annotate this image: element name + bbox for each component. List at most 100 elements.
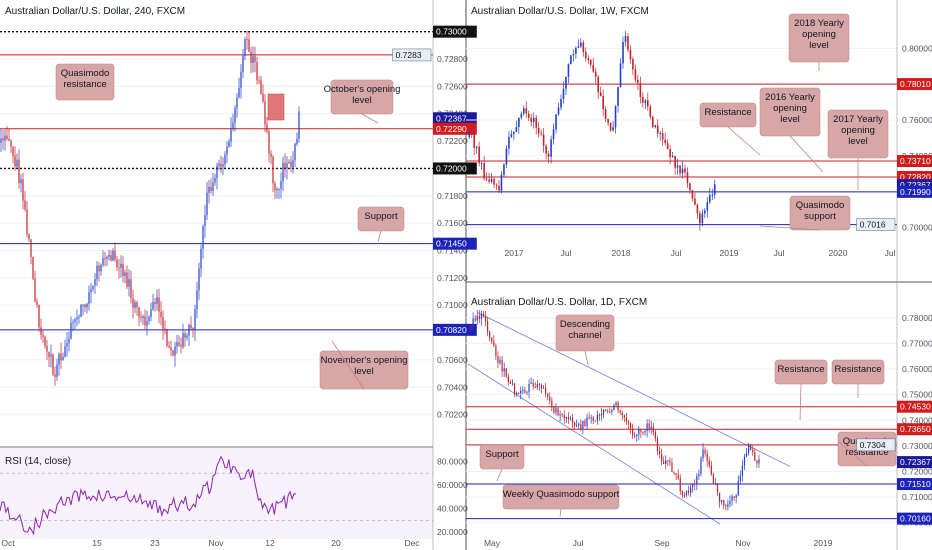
candle-body <box>589 59 592 65</box>
candle-body <box>118 267 120 269</box>
candle-body <box>671 462 673 472</box>
candle-body <box>106 256 108 259</box>
callout-quasimodo-support-pointer <box>759 225 821 231</box>
candle-body <box>607 410 609 412</box>
callout-support-d1-pointer <box>496 468 503 482</box>
callout-2016-yearly-text: level <box>780 114 800 125</box>
candle-body <box>250 51 252 63</box>
candle-body <box>632 428 634 436</box>
candle-body <box>696 204 699 214</box>
candle-body <box>244 39 246 56</box>
candle-body <box>656 438 659 452</box>
y-tick-label: 0.70600 <box>437 355 468 365</box>
y-tick-label: 0.71400 <box>437 246 468 256</box>
candle-body <box>731 496 733 501</box>
candle-body <box>493 178 495 185</box>
candle-body <box>691 190 694 199</box>
price-tag <box>433 122 477 135</box>
y-tick-label: 0.75000 <box>902 390 932 400</box>
candle-body <box>729 500 731 505</box>
candle-body <box>551 400 553 408</box>
price-tag-label: 0.7304 <box>860 440 886 450</box>
price-tag-label: 0.72367 <box>436 113 467 123</box>
candle-body <box>716 483 719 493</box>
rsi-line <box>0 455 297 536</box>
x-tick-label: Jul <box>774 248 785 258</box>
candle-body <box>709 195 711 203</box>
candle-body <box>482 313 485 317</box>
candle-body <box>520 390 522 394</box>
candle-body <box>571 417 574 423</box>
candle-body <box>98 265 100 272</box>
candle-body <box>150 309 152 317</box>
candle-body <box>172 350 174 356</box>
rsi-tick-label: 80.0000 <box>437 456 468 466</box>
candle-body <box>646 423 648 432</box>
callout-resistance-text: Resistance <box>705 107 752 118</box>
candle-body <box>298 111 300 139</box>
candle-body <box>549 396 551 401</box>
y-tick-label: 0.71200 <box>437 273 468 283</box>
candle-body <box>582 420 584 429</box>
price-tag <box>897 185 932 198</box>
price-tag-label: 0.7016 <box>860 220 886 230</box>
candle-body <box>733 496 735 498</box>
candle-body <box>522 389 524 391</box>
candle-body <box>194 309 196 330</box>
candle-body <box>478 146 480 164</box>
candle-body <box>523 108 525 114</box>
y-tick-label: 0.70200 <box>437 410 468 420</box>
candle-body <box>14 155 16 167</box>
price-tag-label: 0.71450 <box>436 239 467 249</box>
price-tag <box>856 438 896 452</box>
candle-body <box>685 490 688 496</box>
x-tick-label: 23 <box>150 538 160 548</box>
price-tag <box>897 456 932 469</box>
candle-body <box>72 322 74 324</box>
candle-body <box>18 159 20 184</box>
candle-body <box>44 336 46 346</box>
callout-2017-yearly-text: 2017 Yearly <box>833 114 883 125</box>
candle-body <box>158 297 160 312</box>
x-tick-label: 12 <box>265 538 275 548</box>
candle-body <box>642 96 644 103</box>
candle-body <box>264 101 266 125</box>
price-tag-label: 0.73000 <box>436 27 467 37</box>
candle-body <box>536 384 538 388</box>
candle-body <box>545 387 547 394</box>
candle-body <box>675 473 677 475</box>
candle-body <box>640 428 642 432</box>
candle-body <box>644 431 646 433</box>
callout-october-open-text: level <box>352 95 372 106</box>
candle-body <box>284 162 286 169</box>
candle-body <box>222 164 224 167</box>
candle-body <box>638 428 640 435</box>
callout-resistance-2-text: Resistance <box>835 364 882 375</box>
candle-body <box>603 410 605 414</box>
price-tag <box>433 323 477 336</box>
callout-november-open-text: level <box>354 366 374 377</box>
candle-body <box>52 354 54 375</box>
candle-body <box>100 265 102 272</box>
candle-body <box>532 117 535 122</box>
y-tick-label: 0.70000 <box>902 222 932 232</box>
candle-body <box>30 239 32 257</box>
candle-body <box>38 304 40 328</box>
candle-body <box>274 183 276 191</box>
candle-body <box>6 135 8 140</box>
candle-body <box>615 402 617 406</box>
candle-body <box>472 318 474 328</box>
d1-panel: DescendingchannelResistanceResistanceQua… <box>466 282 932 550</box>
candle-body <box>592 417 594 421</box>
candle-body <box>575 47 577 54</box>
candle-body <box>567 64 570 77</box>
candle-body <box>725 505 727 507</box>
candle-body <box>82 304 84 306</box>
candle-body <box>110 254 112 261</box>
candle-body <box>485 178 488 180</box>
candle-body <box>96 265 98 280</box>
candle-body <box>74 319 76 323</box>
candle-body <box>741 465 743 476</box>
candle-body <box>220 163 222 167</box>
candle-body <box>704 449 706 454</box>
